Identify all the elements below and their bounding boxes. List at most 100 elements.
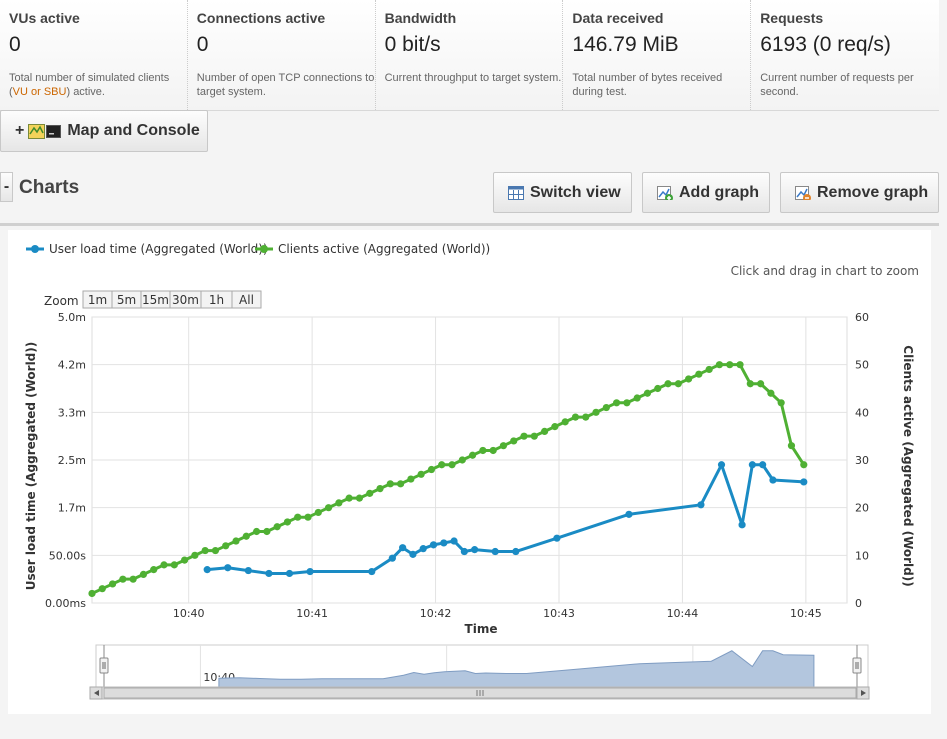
data-point[interactable] [376, 485, 384, 493]
data-point[interactable] [417, 470, 425, 478]
data-point[interactable] [244, 566, 252, 575]
data-point[interactable] [150, 566, 158, 574]
data-point[interactable] [427, 465, 436, 474]
data-point[interactable] [767, 389, 775, 397]
data-point[interactable] [294, 513, 302, 521]
data-point[interactable] [748, 461, 756, 469]
data-point[interactable] [242, 532, 250, 540]
data-point[interactable] [448, 461, 456, 469]
data-point[interactable] [304, 513, 312, 521]
data-point[interactable] [633, 394, 641, 402]
data-point[interactable] [602, 403, 610, 412]
data-point[interactable] [119, 575, 127, 583]
data-point[interactable] [139, 570, 148, 578]
data-point[interactable] [203, 566, 211, 574]
data-point[interactable] [787, 442, 796, 450]
data-point[interactable] [540, 427, 549, 435]
data-point[interactable] [306, 567, 314, 576]
data-point[interactable] [592, 408, 600, 416]
data-point[interactable] [468, 451, 477, 459]
navigator-scrollbar[interactable] [89, 686, 870, 700]
data-point[interactable] [252, 527, 261, 536]
data-point[interactable] [429, 541, 438, 549]
data-point[interactable] [283, 518, 292, 526]
data-point[interactable] [471, 546, 479, 554]
data-point[interactable] [643, 389, 652, 397]
zoom-button-all[interactable]: All [231, 290, 262, 309]
data-point[interactable] [460, 547, 468, 556]
data-point[interactable] [512, 547, 520, 556]
data-point[interactable] [160, 561, 168, 569]
data-point[interactable] [553, 534, 561, 542]
navigator-left-handle[interactable] [99, 645, 109, 687]
data-point[interactable] [386, 480, 394, 488]
data-point[interactable] [520, 432, 528, 440]
data-point[interactable] [561, 418, 569, 426]
data-point[interactable] [715, 361, 724, 369]
data-point[interactable] [419, 545, 427, 553]
data-point[interactable] [623, 399, 631, 407]
data-point[interactable] [232, 537, 240, 545]
data-point[interactable] [335, 499, 343, 507]
data-point[interactable] [368, 567, 376, 576]
data-point[interactable] [705, 365, 713, 374]
zoom-button-30m[interactable]: 30m [169, 290, 202, 309]
add-graph-button[interactable]: Add graph [642, 172, 770, 213]
zoom-button-1h[interactable]: 1h [200, 290, 233, 309]
charts-collapse-toggle[interactable]: - [0, 172, 13, 202]
data-point[interactable] [736, 361, 744, 369]
data-point[interactable] [222, 542, 230, 550]
data-point[interactable] [625, 510, 633, 518]
data-point[interactable] [273, 523, 281, 531]
data-point[interactable] [409, 550, 417, 558]
data-point[interactable] [612, 399, 621, 407]
data-point[interactable] [355, 494, 364, 502]
data-point[interactable] [324, 504, 333, 512]
data-point[interactable] [450, 537, 458, 545]
data-point[interactable] [695, 370, 703, 378]
zoom-button-5m[interactable]: 5m [111, 290, 142, 309]
data-point[interactable] [108, 580, 117, 588]
data-point[interactable] [479, 446, 487, 455]
data-point[interactable] [746, 380, 754, 388]
data-point[interactable] [726, 361, 734, 369]
data-point[interactable] [129, 575, 137, 583]
data-point[interactable] [211, 546, 220, 555]
data-point[interactable] [265, 569, 273, 578]
data-point[interactable] [491, 547, 499, 556]
data-point[interactable] [674, 380, 682, 388]
remove-graph-button[interactable]: Remove graph [780, 172, 939, 213]
data-point[interactable] [582, 413, 590, 421]
data-point[interactable] [654, 384, 662, 393]
data-point[interactable] [440, 539, 448, 547]
legend-item-user-load-time[interactable]: User load time (Aggregated (World)) [26, 242, 268, 256]
data-point[interactable] [396, 480, 405, 488]
zoom-button-15m[interactable]: 15m [140, 290, 171, 309]
vu-sbu-link[interactable]: VU or SBU [12, 86, 67, 98]
data-point[interactable] [530, 432, 538, 440]
data-point[interactable] [510, 437, 518, 445]
data-point[interactable] [684, 375, 693, 383]
data-point[interactable] [201, 546, 209, 555]
data-point[interactable] [388, 554, 396, 562]
data-point[interactable] [756, 380, 765, 388]
load-chart[interactable]: User load time (Aggregated (World)) Clie… [8, 230, 931, 714]
data-point[interactable] [800, 461, 808, 469]
data-point[interactable] [263, 527, 271, 536]
legend-item-clients-active[interactable]: Clients active (Aggregated (World)) [255, 242, 490, 256]
data-point[interactable] [366, 489, 374, 497]
zoom-button-1m[interactable]: 1m [82, 290, 113, 309]
data-point[interactable] [191, 551, 199, 559]
data-point[interactable] [345, 494, 353, 502]
switch-view-button[interactable]: Switch view [493, 172, 632, 213]
data-point[interactable] [224, 564, 232, 572]
data-point[interactable] [285, 569, 294, 578]
data-point[interactable] [314, 508, 322, 517]
data-point[interactable] [664, 380, 672, 388]
data-point[interactable] [170, 561, 178, 569]
data-point[interactable] [738, 521, 746, 529]
data-point[interactable] [697, 501, 705, 509]
data-point[interactable] [769, 476, 777, 484]
data-point[interactable] [551, 423, 559, 431]
